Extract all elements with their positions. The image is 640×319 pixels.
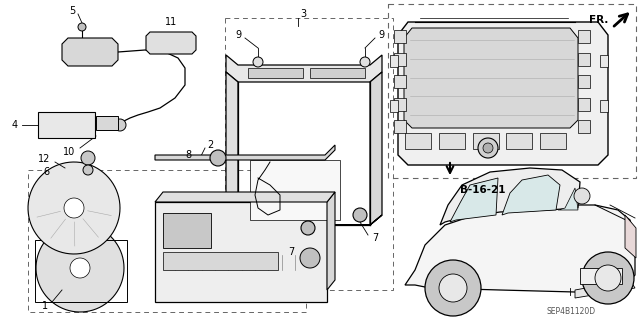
Polygon shape [370,72,382,225]
Text: 7: 7 [288,247,294,257]
Circle shape [78,23,86,31]
Polygon shape [226,215,382,225]
Bar [394,75,406,88]
Circle shape [595,265,621,291]
Polygon shape [404,28,578,128]
Text: SEP4B1120D: SEP4B1120D [547,308,596,316]
Polygon shape [450,178,498,222]
Bar [248,68,303,78]
Circle shape [425,260,481,316]
Bar [472,133,499,149]
Text: 9: 9 [236,30,242,40]
Bar [390,55,398,67]
Text: FR.: FR. [589,15,608,25]
Polygon shape [226,55,382,82]
Text: 11: 11 [165,17,177,27]
Polygon shape [440,168,580,225]
Circle shape [114,119,126,131]
Circle shape [301,221,315,235]
Bar [155,202,327,302]
Circle shape [360,57,370,67]
Bar [405,133,431,149]
Polygon shape [36,224,124,312]
Bar [394,30,406,43]
Polygon shape [398,22,608,165]
Circle shape [83,165,93,175]
Circle shape [81,151,95,165]
Bar [394,53,406,65]
Polygon shape [327,192,335,290]
Polygon shape [250,160,340,220]
Circle shape [582,252,634,304]
Circle shape [439,274,467,302]
Polygon shape [575,280,635,298]
Polygon shape [28,162,120,254]
Bar [506,133,532,149]
Polygon shape [155,145,335,160]
Polygon shape [38,112,95,138]
Polygon shape [64,198,84,218]
Bar [163,252,278,270]
Bar [578,75,590,88]
Bar [578,53,590,65]
Circle shape [574,188,590,204]
Bar [96,116,118,130]
Text: 8: 8 [186,150,192,160]
Polygon shape [558,188,578,210]
Bar [439,133,465,149]
Bar [600,55,608,67]
Circle shape [478,138,498,158]
Bar [310,68,365,78]
Bar [35,240,127,302]
Bar [580,268,622,284]
Text: 10: 10 [63,147,75,157]
Bar [578,98,590,110]
Bar [540,133,566,149]
Circle shape [210,150,226,166]
Bar [388,4,636,178]
Text: B-16-21: B-16-21 [460,185,506,195]
Polygon shape [155,192,335,202]
Bar [390,100,398,112]
Polygon shape [146,32,196,54]
Circle shape [483,143,493,153]
Bar [28,170,306,312]
Bar [578,120,590,133]
Text: 2: 2 [207,140,213,150]
Bar [394,120,406,133]
Bar [600,100,608,112]
Bar [225,18,393,290]
Text: 7: 7 [372,233,378,243]
Polygon shape [502,175,560,215]
Text: 5: 5 [68,6,75,16]
Text: 12: 12 [38,154,50,164]
Bar [163,213,211,248]
Circle shape [353,208,367,222]
Text: 4: 4 [12,120,18,130]
Bar [394,98,406,110]
Polygon shape [226,72,238,225]
Polygon shape [625,215,636,258]
Polygon shape [62,38,118,66]
Text: 9: 9 [378,30,384,40]
Circle shape [253,57,263,67]
Text: 6: 6 [44,167,50,177]
Text: 1: 1 [42,301,48,311]
Polygon shape [70,258,90,278]
Polygon shape [405,205,635,292]
Circle shape [300,248,320,268]
Bar [578,30,590,43]
Text: 3: 3 [300,9,306,19]
